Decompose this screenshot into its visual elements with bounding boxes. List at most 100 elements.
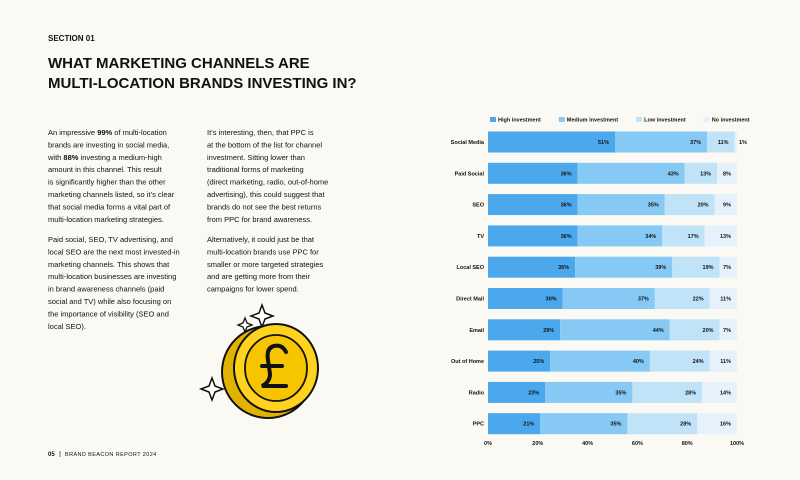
body-line: that social media forms a vital part of [48,202,171,211]
value-label: 37% [690,140,701,146]
bar-segment [734,131,737,153]
bar-segment [488,288,563,309]
value-label: 24% [693,359,704,365]
bar-segment [577,162,685,184]
body-line: Alternatively, it could just be that [207,235,315,244]
value-label: 8% [723,171,731,177]
value-label: 11% [720,359,731,365]
value-label: 43% [668,171,679,177]
body-line: Paid social, SEO, TV advertising, and [48,235,173,244]
legend-swatch [558,117,565,122]
value-label: 36% [561,171,572,177]
value-label: 11% [718,140,729,146]
body-line: brands do not see the best returns [207,202,321,211]
value-label: 14% [720,390,731,396]
x-tick-label: 0% [484,441,492,447]
body-line: multi-location brands use PPC for [207,247,319,256]
bar-segment [702,381,737,403]
category-label: Email [469,328,484,334]
value-label: 51% [598,140,609,146]
body-line: is significantly higher than the other [48,178,166,187]
value-label: 36% [561,234,572,240]
body-line: campaigns for lower spend. [207,285,299,294]
legend-swatch [490,117,496,122]
value-label: 20% [703,328,714,334]
body-line: investment. Sitting lower than [207,153,305,162]
bar-segment [707,131,735,153]
value-label: 29% [543,328,554,334]
body-line: and are getting more from their [207,272,310,281]
bar-segment [649,350,710,372]
text-run: investing a medium-high [78,153,161,162]
body-line: amount in this channel. This result [48,165,163,174]
value-label: 21% [523,422,534,428]
value-label: 25% [533,359,544,365]
category-label: Out of Home [451,359,484,365]
body-line: It’s interesting, then, that PPC is [207,128,314,137]
bar-segment [717,162,737,184]
x-tick-label: 80% [682,441,693,447]
value-label: 20% [698,203,709,209]
value-label: 16% [720,422,731,428]
category-label: Paid Social [455,171,485,177]
value-label: 37% [638,297,649,303]
bar-segment [488,350,551,372]
value-label: 13% [720,234,731,240]
value-label: 9% [723,203,731,209]
body-line: local SEO are the next most invested-in [48,247,180,256]
body-line: the importance of visibility (SEO and [48,309,169,318]
category-label: PPC [473,422,484,428]
bar-segment [697,413,737,435]
bar-segment [545,381,633,403]
bar-segment [488,225,578,247]
bar-segment [719,256,737,278]
body-line: An impressive 99% of multi-location [48,128,167,137]
text-run: of multi-location [112,128,167,137]
body-line: multi-location businesses are investing [48,272,176,281]
bar-segment [488,162,578,184]
value-label: 19% [703,265,714,271]
bar-segment [654,288,710,309]
value-label: 39% [655,265,666,271]
value-label: 7% [723,265,731,271]
bar-segment [664,194,715,216]
legend-swatch [703,117,710,122]
bar-segment [488,194,578,216]
bar-segment [704,225,737,247]
bar-segment [562,288,655,309]
value-label: 40% [633,359,644,365]
legend-label: Low investment [644,118,686,124]
bar-segment [684,162,718,184]
legend-swatch [636,117,643,122]
bar-segment [614,131,708,153]
value-label: 13% [700,171,711,177]
value-label: 11% [720,297,731,303]
bar-segment [627,413,698,435]
x-tick-label: 20% [532,441,543,447]
bar-segment [560,319,670,341]
legend-label: High investment [498,118,541,124]
body-line: smaller or more targeted strategies [207,260,324,269]
x-tick-label: 40% [582,441,593,447]
body-line: (direct marketing, radio, out-of-home [207,178,328,187]
category-label: Local SEO [456,265,484,271]
page-number: 05 [48,452,55,458]
value-label: 22% [693,297,704,303]
legend-label: Medium investment [567,118,619,124]
body-line: in brand awareness channels (paid [48,285,164,294]
value-label: 30% [546,297,557,303]
value-label: 36% [561,203,572,209]
body-line: at the bottom of the list for channel [207,140,322,149]
section-label: SECTION 01 [48,34,95,43]
value-label: 17% [688,234,699,240]
value-label: 35% [610,422,621,428]
value-label: 35% [648,203,659,209]
value-label: 1% [739,140,747,146]
body-line: social and TV) while also focusing on [48,297,171,306]
emphasis: 99% [97,128,112,137]
value-label: 28% [680,422,691,428]
title-line: WHAT MARKETING CHANNELS ARE [48,55,310,72]
x-tick-label: 60% [632,441,643,447]
bar-segment [672,256,720,278]
body-line: brands are investing in social media, [48,140,169,149]
